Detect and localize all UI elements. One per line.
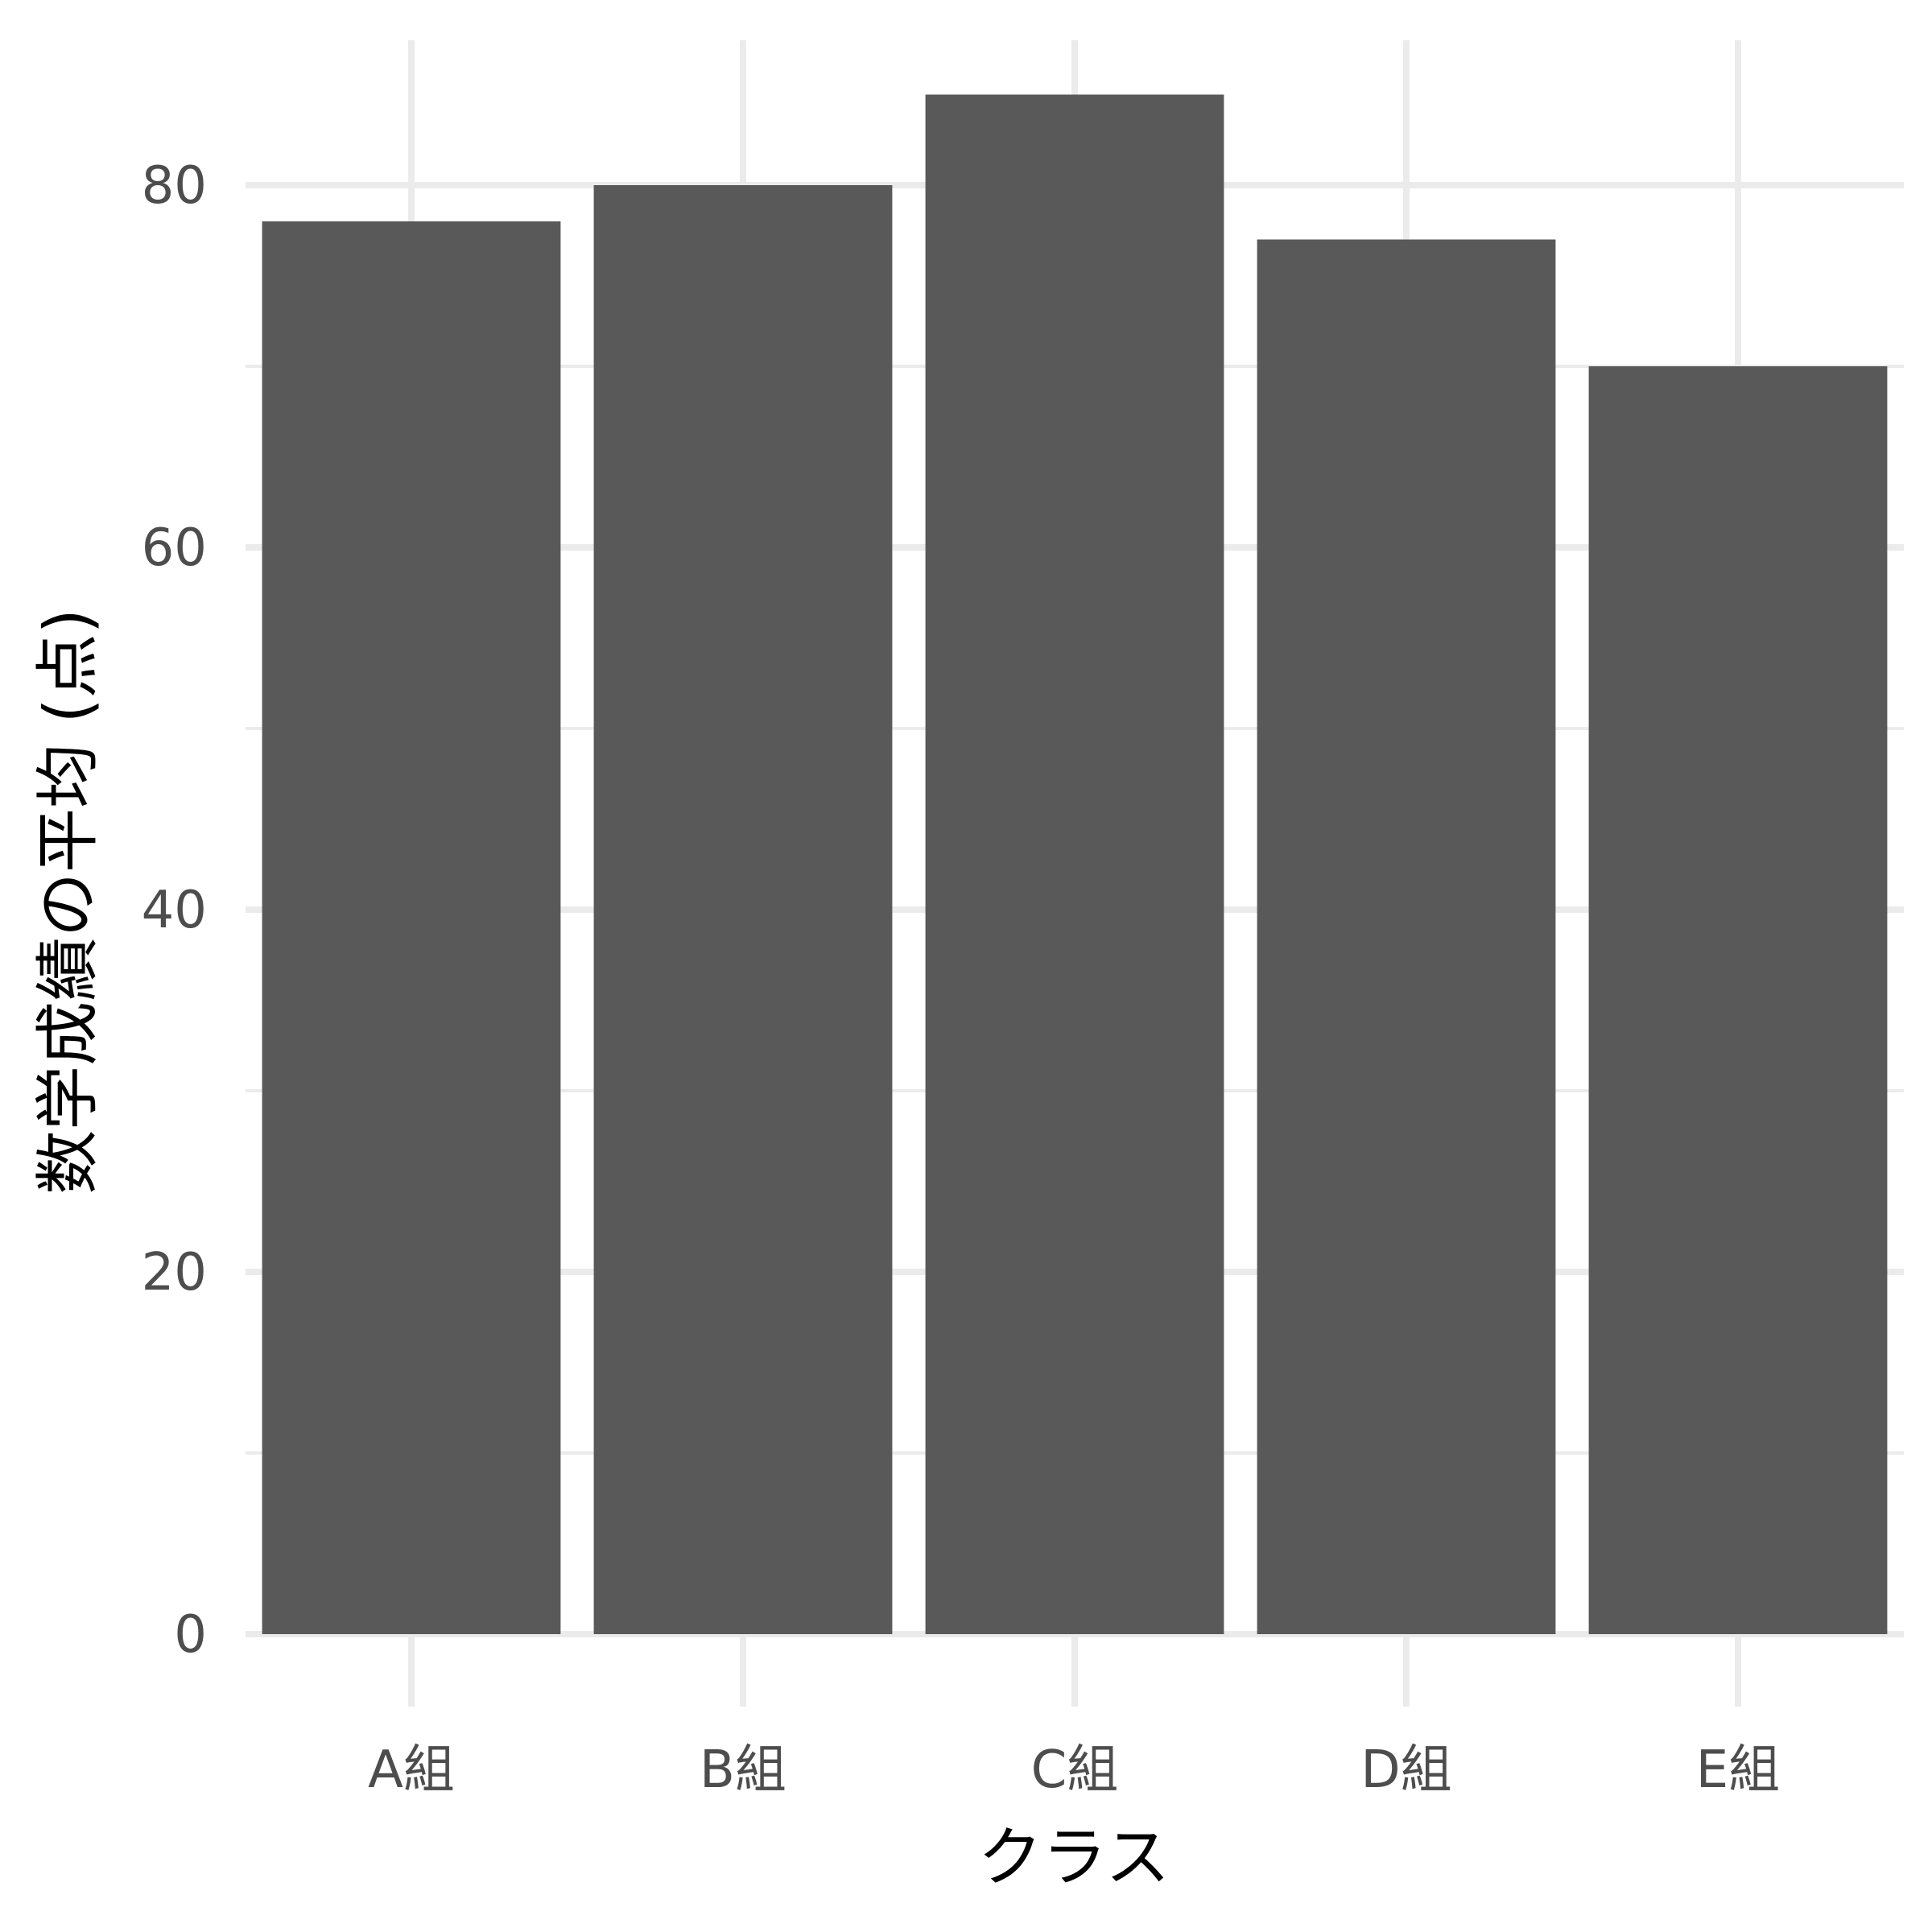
bar — [925, 94, 1224, 1634]
y-tick-label: 40 — [142, 881, 207, 940]
y-tick-label: 0 — [174, 1605, 207, 1665]
x-tick-label: C組 — [1031, 1740, 1119, 1800]
bar — [1257, 239, 1556, 1634]
y-axis-ticks: 0 20 40 60 80 — [142, 156, 207, 1665]
y-tick-label: 80 — [142, 156, 207, 216]
y-tick-label: 20 — [142, 1243, 207, 1302]
x-tick-label: D組 — [1360, 1740, 1451, 1800]
x-axis-title: クラス — [978, 1820, 1170, 1895]
bar — [262, 221, 561, 1634]
x-axis-ticks: A組 B組 C組 D組 E組 — [368, 1740, 1780, 1800]
y-tick-label: 60 — [142, 518, 207, 578]
y-axis-title: 数学成績の平均 (点) — [31, 609, 105, 1195]
x-tick-label: E組 — [1696, 1740, 1780, 1800]
x-tick-label: B組 — [700, 1740, 786, 1800]
x-tick-label: A組 — [368, 1740, 455, 1800]
bar — [593, 185, 893, 1634]
bars — [262, 94, 1888, 1634]
bar — [1588, 366, 1888, 1634]
